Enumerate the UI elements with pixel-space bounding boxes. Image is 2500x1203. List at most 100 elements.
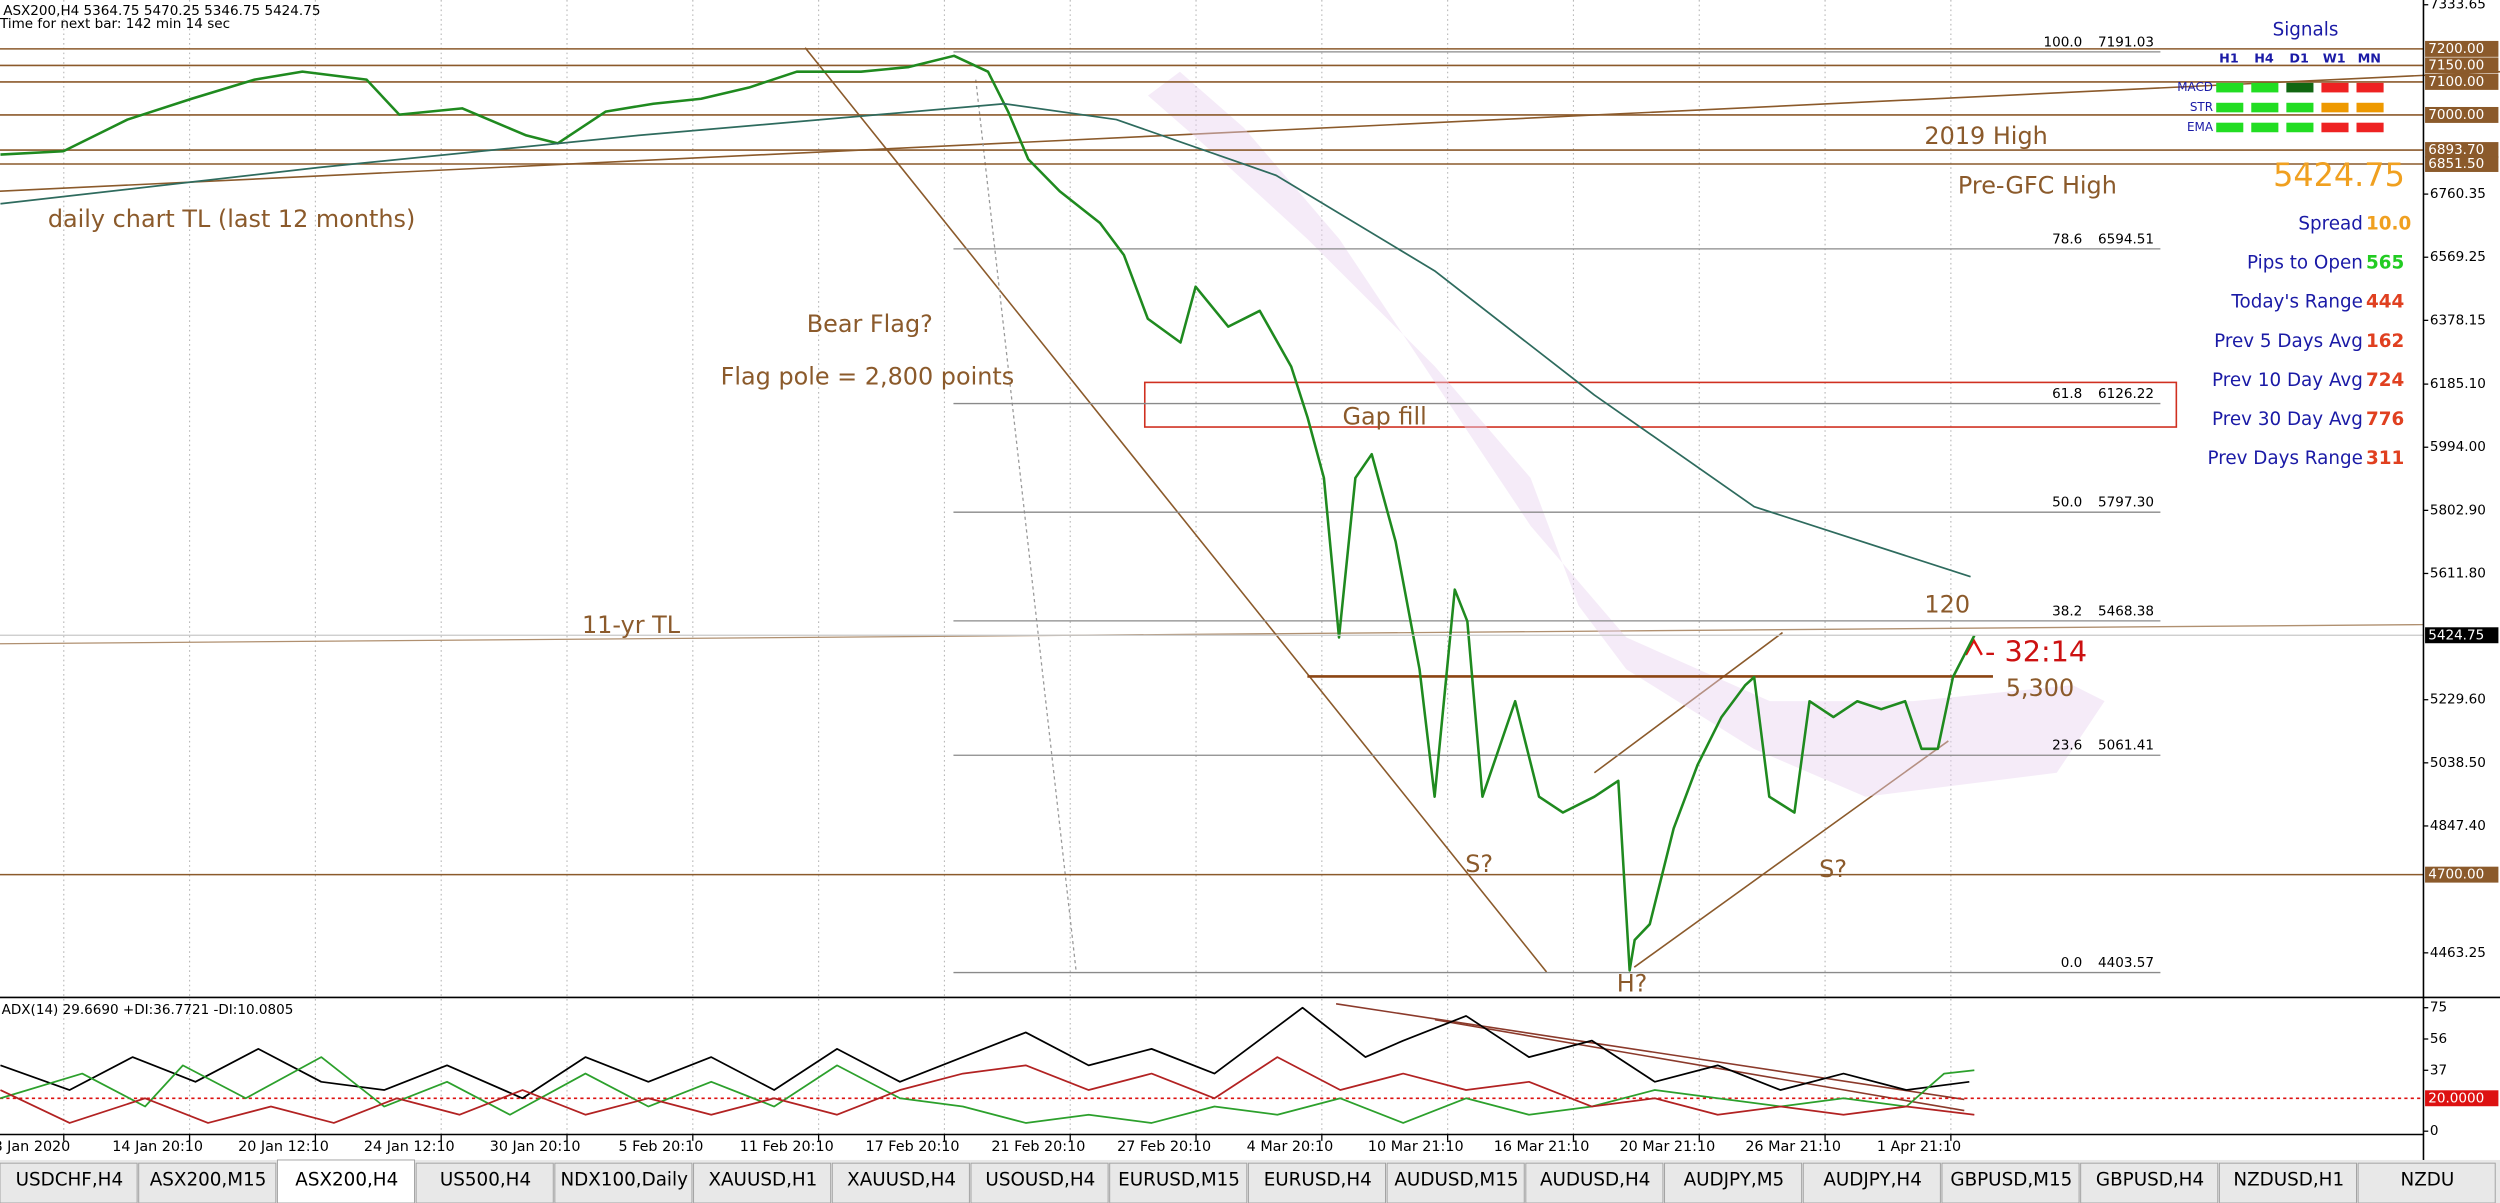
info-value: 444 [2366, 292, 2404, 313]
tab-label[interactable]: AUDJPY,H4 [1823, 1170, 1922, 1191]
level-label: 7200.00 [2428, 41, 2484, 57]
annotation: Flag pole = 2,800 points [721, 363, 1015, 391]
info-label: Spread [2298, 214, 2363, 235]
tab-label[interactable]: AUDJPY,M5 [1684, 1170, 1785, 1191]
tabs: USDCHF,H4 ASX200,M15 ASX200,H4 US500,H4 NDX1… [0, 1159, 2496, 1203]
tab[interactable] [415, 1162, 554, 1203]
tab-label[interactable]: GBPUSD,H4 [2096, 1170, 2204, 1191]
tab-label[interactable]: XAUUSD,H1 [708, 1170, 817, 1191]
tab-label[interactable]: EURUSD,M15 [1118, 1170, 1240, 1191]
tab[interactable] [0, 1162, 138, 1203]
signal-cell [2286, 82, 2314, 93]
tab[interactable] [1525, 1162, 1664, 1203]
trend-line [1633, 740, 1949, 968]
trend-line [975, 79, 1077, 973]
level-tag [2425, 1090, 2499, 1107]
fib-ratio: 50.0 [2052, 495, 2082, 511]
tab[interactable] [1386, 1162, 1525, 1203]
signal-cell [2251, 102, 2279, 113]
x-tick-label: 5 Feb 20:10 [618, 1139, 703, 1155]
series-line [0, 102, 1971, 578]
gap-box [1143, 381, 2178, 428]
tab-label[interactable]: US500,H4 [440, 1170, 531, 1191]
signal-cell [2286, 122, 2314, 133]
fib-price: 5468.38 [2098, 603, 2154, 619]
signals-grid: H1 H4 D1 W1 MN MACD STR EMA [2177, 51, 2384, 134]
tab-label[interactable]: ASX200,M15 [150, 1170, 267, 1191]
cloud [1147, 71, 2105, 797]
trend-line [0, 70, 2500, 193]
fib-ratio: 61.8 [2052, 386, 2082, 402]
level-tag [2425, 142, 2499, 159]
info-label: Prev 30 Day Avg [2212, 409, 2363, 430]
x-tick-label: 27 Feb 20:10 [1117, 1139, 1211, 1155]
y-tick-label: 0 [2430, 1123, 2439, 1139]
x-tick-label: 4 Mar 20:10 [1247, 1139, 1334, 1155]
x-tick-label: 30 Jan 20:10 [490, 1139, 581, 1155]
info-value: 311 [2366, 448, 2404, 469]
series-line [0, 1056, 1975, 1124]
signal-cell [2321, 122, 2349, 133]
fib-ratio: 100.0 [2044, 34, 2083, 50]
tab[interactable] [2218, 1162, 2357, 1203]
y-tick-label: 5994.00 [2430, 439, 2486, 455]
level-tag [2425, 866, 2499, 883]
plot: 7333.65 6760.35 6569.25 6378.15 6185.10 5994.… [0, 0, 2499, 1155]
low: 5346.75 [204, 3, 260, 19]
tab-label[interactable]: AUDUSD,M15 [1394, 1170, 1518, 1191]
tab[interactable] [1941, 1162, 2080, 1203]
tab-label[interactable]: EURUSD,H4 [1264, 1170, 1372, 1191]
y-tick-label: 5229.60 [2430, 692, 2486, 708]
level-tag [2425, 106, 2499, 123]
tab-label[interactable]: USOUSD,H4 [985, 1170, 1095, 1191]
tab[interactable] [693, 1162, 832, 1203]
tab-label[interactable]: ASX200,H4 [295, 1170, 398, 1191]
signal-cell [2356, 82, 2384, 93]
tab[interactable] [1664, 1162, 1803, 1203]
arrow [1964, 638, 1983, 656]
tab[interactable] [1109, 1162, 1248, 1203]
x-tick-label: 20 Jan 12:10 [238, 1139, 329, 1155]
annotation: Gap fill [1342, 402, 1426, 430]
x-tick-label: 17 Feb 20:10 [866, 1139, 960, 1155]
signal-cell [2356, 102, 2384, 113]
tab[interactable] [831, 1162, 970, 1203]
annotation: S? [1819, 855, 1847, 883]
trend-line [1434, 1018, 1965, 1112]
tab-label[interactable]: NDX100,Daily [560, 1170, 688, 1191]
tab[interactable] [2080, 1162, 2219, 1203]
tab[interactable] [138, 1162, 277, 1203]
info-label: Pips to Open [2247, 253, 2363, 274]
annotation: 2019 High [1924, 122, 2047, 150]
y-tick-label: 4847.40 [2430, 818, 2486, 834]
tab[interactable] [276, 1159, 416, 1203]
tab-label[interactable]: NZDUSD,H1 [2233, 1170, 2344, 1191]
y-tick-label: 56 [2430, 1031, 2447, 1047]
x-tick-label: 21 Feb 20:10 [991, 1139, 1085, 1155]
annotation: daily chart TL (last 12 months) [48, 205, 415, 233]
series-line [0, 1006, 1970, 1100]
tab-label[interactable]: GBPUSD,M15 [1950, 1170, 2072, 1191]
annotation: Pre-GFC High [1958, 171, 2117, 199]
signal-column: MN [2358, 51, 2381, 66]
tab-label[interactable]: NZDU [2401, 1170, 2455, 1191]
y-tick-label: 5802.90 [2430, 502, 2486, 518]
chart-header: ASX200,H4 5364.75 5470.25 5346.75 5424.7… [3, 3, 320, 19]
tab[interactable] [970, 1162, 1109, 1203]
tab-label[interactable]: XAUUSD,H4 [847, 1170, 956, 1191]
tab[interactable] [1247, 1162, 1387, 1203]
signal-cell [2356, 122, 2384, 133]
tab[interactable] [2357, 1162, 2496, 1203]
y-tick-label: 6378.15 [2430, 312, 2486, 328]
symbol: ASX200,H4 [3, 3, 79, 19]
tab-label[interactable]: USDCHF,H4 [16, 1170, 124, 1191]
fib-ratio: 78.6 [2052, 231, 2082, 247]
tab[interactable] [554, 1162, 693, 1203]
signal-row-label: EMA [2187, 120, 2214, 134]
indicator-title: ADX(14) 29.6690 +DI:36.7721 -DI:10.0805 [2, 1002, 294, 1018]
level-label: 6851.50 [2428, 156, 2484, 172]
tab[interactable] [1802, 1162, 1941, 1203]
annotation: 11-yr TL [582, 611, 681, 639]
tab-label[interactable]: AUDUSD,H4 [1540, 1170, 1650, 1191]
signal-cell [2216, 122, 2244, 133]
